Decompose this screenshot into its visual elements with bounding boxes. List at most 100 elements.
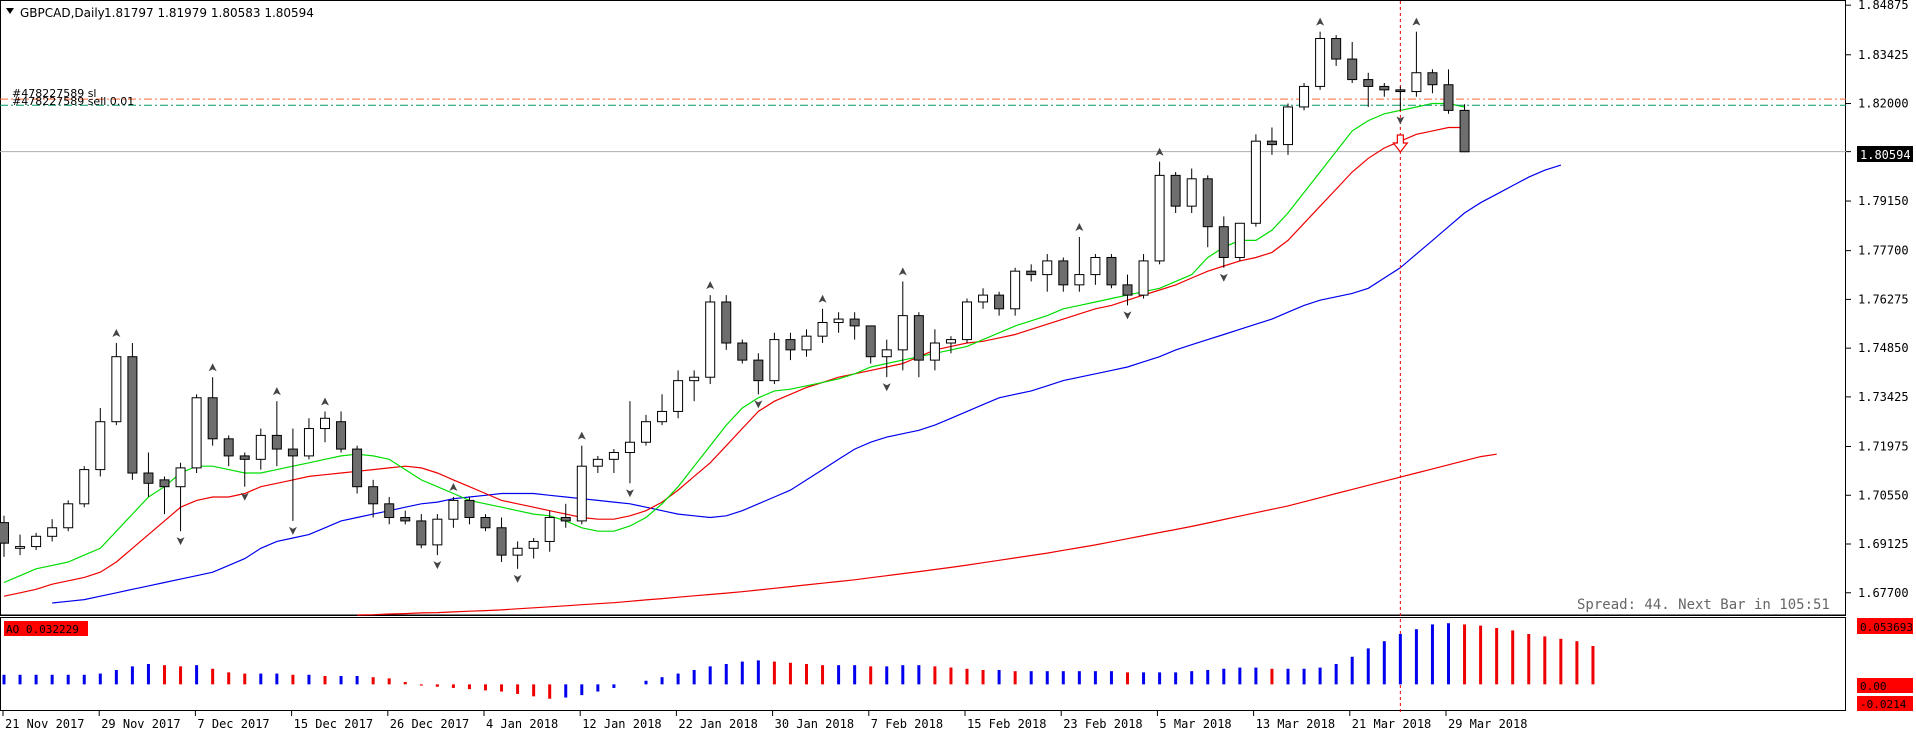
candle [962, 298, 972, 344]
price-tick-label: 1.84875 [1858, 0, 1909, 12]
fractal-down-icon [882, 383, 891, 392]
ao-max-label-bg [1857, 618, 1913, 634]
time-label: 21 Nov 2017 [5, 717, 84, 731]
candle [448, 496, 459, 528]
ma-mid-line [3, 126, 1465, 597]
ao-label-bg [4, 621, 88, 636]
ao-zero-label: 0.00 [1860, 680, 1887, 693]
main-panel-frame [0, 0, 1846, 616]
fractal-down-icon [513, 574, 522, 583]
candle [255, 428, 266, 470]
time-label: 13 Mar 2018 [1256, 717, 1335, 731]
time-label: 26 Dec 2017 [390, 717, 469, 731]
candle [1170, 171, 1181, 214]
candle [1443, 69, 1454, 114]
price-tick-label: 1.76275 [1858, 292, 1909, 306]
candle [833, 312, 844, 333]
candle [1010, 267, 1021, 316]
candle [480, 514, 491, 532]
fractal-up-icon [706, 281, 715, 290]
candle [143, 452, 154, 497]
fractal-up-icon [1412, 17, 1421, 26]
candle [721, 295, 732, 350]
candle [1395, 86, 1406, 111]
candle [207, 377, 218, 446]
price-tick-label: 1.74850 [1858, 341, 1909, 355]
fractal-up-icon [1075, 222, 1084, 231]
candle [368, 479, 379, 518]
fractals [112, 17, 1421, 583]
candle [1106, 254, 1117, 289]
fractal-down-icon [625, 489, 634, 498]
price-tick-label: 1.71975 [1858, 440, 1909, 454]
candle [1138, 254, 1149, 299]
candle [352, 445, 363, 494]
candle [705, 295, 716, 385]
fractal-down-icon [1396, 116, 1405, 125]
candle [865, 325, 876, 364]
candle [1347, 41, 1358, 84]
fractal-up-icon [321, 397, 329, 406]
ma-slow-line [52, 164, 1562, 604]
price-tick-label: 1.69125 [1858, 537, 1909, 551]
ao-label: AO 0.032229 [6, 623, 79, 636]
candle [239, 452, 250, 487]
candles [0, 31, 1470, 569]
candle [1058, 257, 1069, 292]
candle [608, 449, 619, 474]
sl-order-label: #478227589 sl [12, 87, 97, 100]
candle [271, 401, 282, 467]
candle [1202, 175, 1213, 248]
candle [929, 329, 940, 371]
time-label: 29 Nov 2017 [101, 717, 180, 731]
fractal-down-icon [240, 492, 249, 501]
candle [689, 370, 700, 402]
candle [1154, 161, 1165, 265]
fractal-down-icon [433, 561, 442, 570]
order-levels [0, 1, 1846, 712]
candle [1331, 35, 1342, 66]
candle [1459, 104, 1470, 153]
candle [111, 343, 122, 426]
candle [881, 339, 892, 378]
candle [127, 343, 138, 480]
candle [400, 510, 411, 525]
candle [63, 500, 74, 532]
fractal-up-icon [818, 294, 827, 303]
price-tick-label: 1.77700 [1858, 244, 1909, 258]
candle [849, 312, 860, 340]
candle [1122, 274, 1133, 306]
candle [175, 462, 186, 532]
fractal-up-icon [1316, 17, 1325, 26]
time-label: 7 Feb 2018 [871, 717, 943, 731]
candle [994, 291, 1005, 316]
candle [1411, 31, 1422, 97]
time-label: 4 Jan 2018 [486, 717, 558, 731]
ao-min-label-bg [1857, 696, 1913, 711]
fractal-up-icon [898, 267, 907, 276]
candle [336, 411, 347, 453]
sell-order-label: #478227589 sell 0.01 [12, 95, 134, 108]
ao-min-label: -0.0214 [1860, 698, 1907, 711]
ma-long-line [357, 453, 1497, 616]
candle [592, 455, 603, 474]
candle [641, 414, 651, 446]
candle [15, 534, 26, 556]
candle [1218, 216, 1229, 268]
current-price-marker [1857, 146, 1913, 162]
candle [737, 339, 748, 364]
candle [31, 532, 42, 550]
fractal-down-icon [1219, 273, 1228, 282]
candle [769, 332, 780, 385]
candle [0, 515, 9, 557]
candle [1042, 254, 1053, 292]
dropdown-triangle-icon[interactable] [6, 8, 14, 14]
chart-header: GBPCAD,Daily 1.81797 1.81979 1.80583 1.8… [6, 6, 314, 20]
candle [673, 370, 684, 419]
fractal-up-icon [577, 431, 586, 440]
candle [528, 538, 539, 559]
candle [1299, 83, 1310, 111]
sell-arrow-icon [1392, 134, 1409, 153]
candle [287, 428, 298, 521]
